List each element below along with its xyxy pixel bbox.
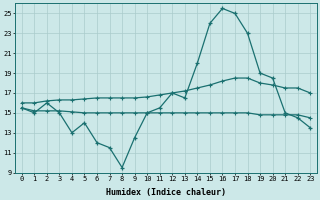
- X-axis label: Humidex (Indice chaleur): Humidex (Indice chaleur): [106, 188, 226, 197]
